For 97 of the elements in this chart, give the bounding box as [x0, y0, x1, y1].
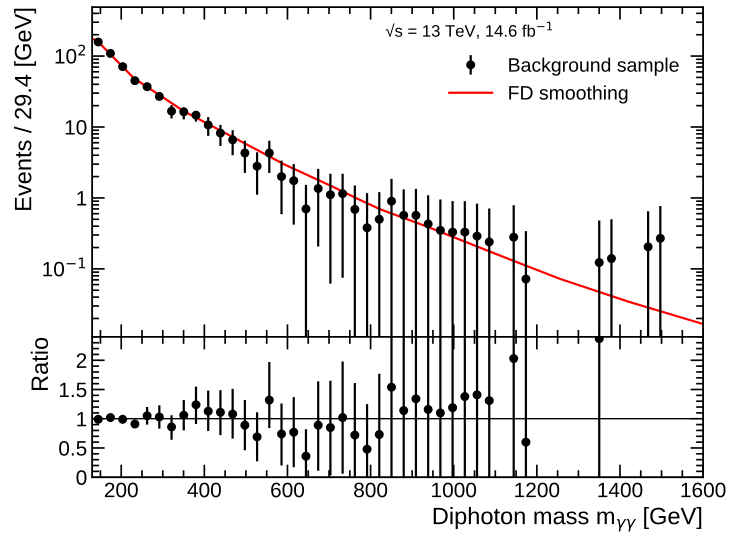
point [448, 228, 458, 237]
point [252, 162, 262, 171]
point [216, 408, 225, 417]
point [484, 237, 494, 246]
point [424, 219, 433, 228]
point [399, 406, 408, 416]
point [350, 204, 360, 214]
x-tick-label: 1000 [432, 482, 476, 498]
point [521, 438, 530, 447]
x-tick-label: 800 [354, 482, 388, 498]
y-axis-title: Events / 29.4 [GeV] [14, 8, 36, 210]
x-tick-label: 1400 [598, 482, 642, 498]
point [130, 76, 140, 86]
point [644, 242, 653, 252]
point [106, 48, 115, 58]
point [240, 420, 250, 430]
point [472, 390, 482, 400]
point [374, 214, 384, 224]
y-tick-label: 1 [77, 412, 86, 426]
y-tick-label: 0.5 [59, 440, 86, 456]
point [264, 396, 274, 405]
point [460, 228, 470, 237]
point [350, 430, 360, 440]
y-axis-title: Ratio [30, 338, 48, 390]
point [106, 413, 115, 422]
point [606, 254, 616, 264]
point [411, 394, 420, 404]
legend-label: Background sample [509, 58, 679, 76]
y-tick-label: 1 [77, 191, 86, 206]
point [484, 396, 494, 406]
point [301, 204, 310, 214]
point [154, 412, 164, 422]
point [179, 410, 188, 420]
y-tick-label: 10$^{2}$ [56, 44, 86, 64]
point [448, 403, 458, 412]
x-tick-label: 1200 [515, 482, 560, 498]
y-tick-label: 10$^{−1}$ [43, 258, 86, 276]
point [216, 128, 225, 138]
point [228, 135, 238, 144]
point [326, 422, 335, 432]
point [424, 404, 433, 414]
x-tick-label: 200 [104, 482, 138, 498]
point [240, 148, 250, 158]
point [338, 413, 348, 422]
point [594, 258, 604, 268]
point [277, 172, 286, 182]
point [130, 419, 140, 429]
point [436, 226, 445, 235]
point [252, 432, 262, 442]
point [326, 190, 335, 200]
x-axis-title: Diphoton mass m$_{γγ}$ [GeV] [434, 507, 702, 532]
point [362, 444, 372, 454]
x-tick-label: 400 [187, 482, 221, 498]
point [191, 400, 201, 410]
point [289, 176, 298, 186]
point [656, 234, 665, 243]
point [314, 420, 323, 430]
point [509, 354, 518, 364]
point [301, 452, 310, 461]
point [411, 210, 420, 220]
y-tick-label: 10 [66, 120, 86, 135]
point [204, 120, 213, 130]
point [374, 430, 384, 440]
point [277, 429, 286, 438]
point [118, 414, 128, 424]
legend-label: FD smoothing [509, 85, 628, 104]
line-series [92, 37, 704, 326]
y-tick-label: 1.5 [60, 382, 86, 398]
point [521, 274, 530, 284]
point [191, 110, 201, 120]
point [509, 232, 518, 242]
point [460, 392, 470, 402]
point [228, 410, 238, 419]
x-tick-label: 1600 [682, 482, 726, 498]
point [179, 107, 188, 116]
point [386, 196, 396, 206]
point [154, 92, 164, 101]
x-tick-label: 600 [271, 482, 304, 498]
point [204, 406, 213, 416]
point [399, 210, 408, 220]
point [264, 148, 274, 158]
point [472, 232, 482, 241]
point [386, 382, 396, 392]
point [338, 189, 348, 198]
y-tick-label: 2 [76, 353, 86, 368]
point [167, 422, 176, 432]
point [142, 411, 152, 420]
point [142, 82, 152, 92]
annotation: √s = 13 TeV, 14.6 fb$^{−1}$ [386, 22, 552, 39]
point [118, 62, 128, 72]
point [436, 408, 445, 418]
point [314, 184, 323, 193]
point [362, 223, 372, 232]
point [289, 428, 298, 437]
point [94, 37, 103, 46]
point [167, 106, 176, 116]
y-tick-label: 0 [76, 470, 86, 485]
